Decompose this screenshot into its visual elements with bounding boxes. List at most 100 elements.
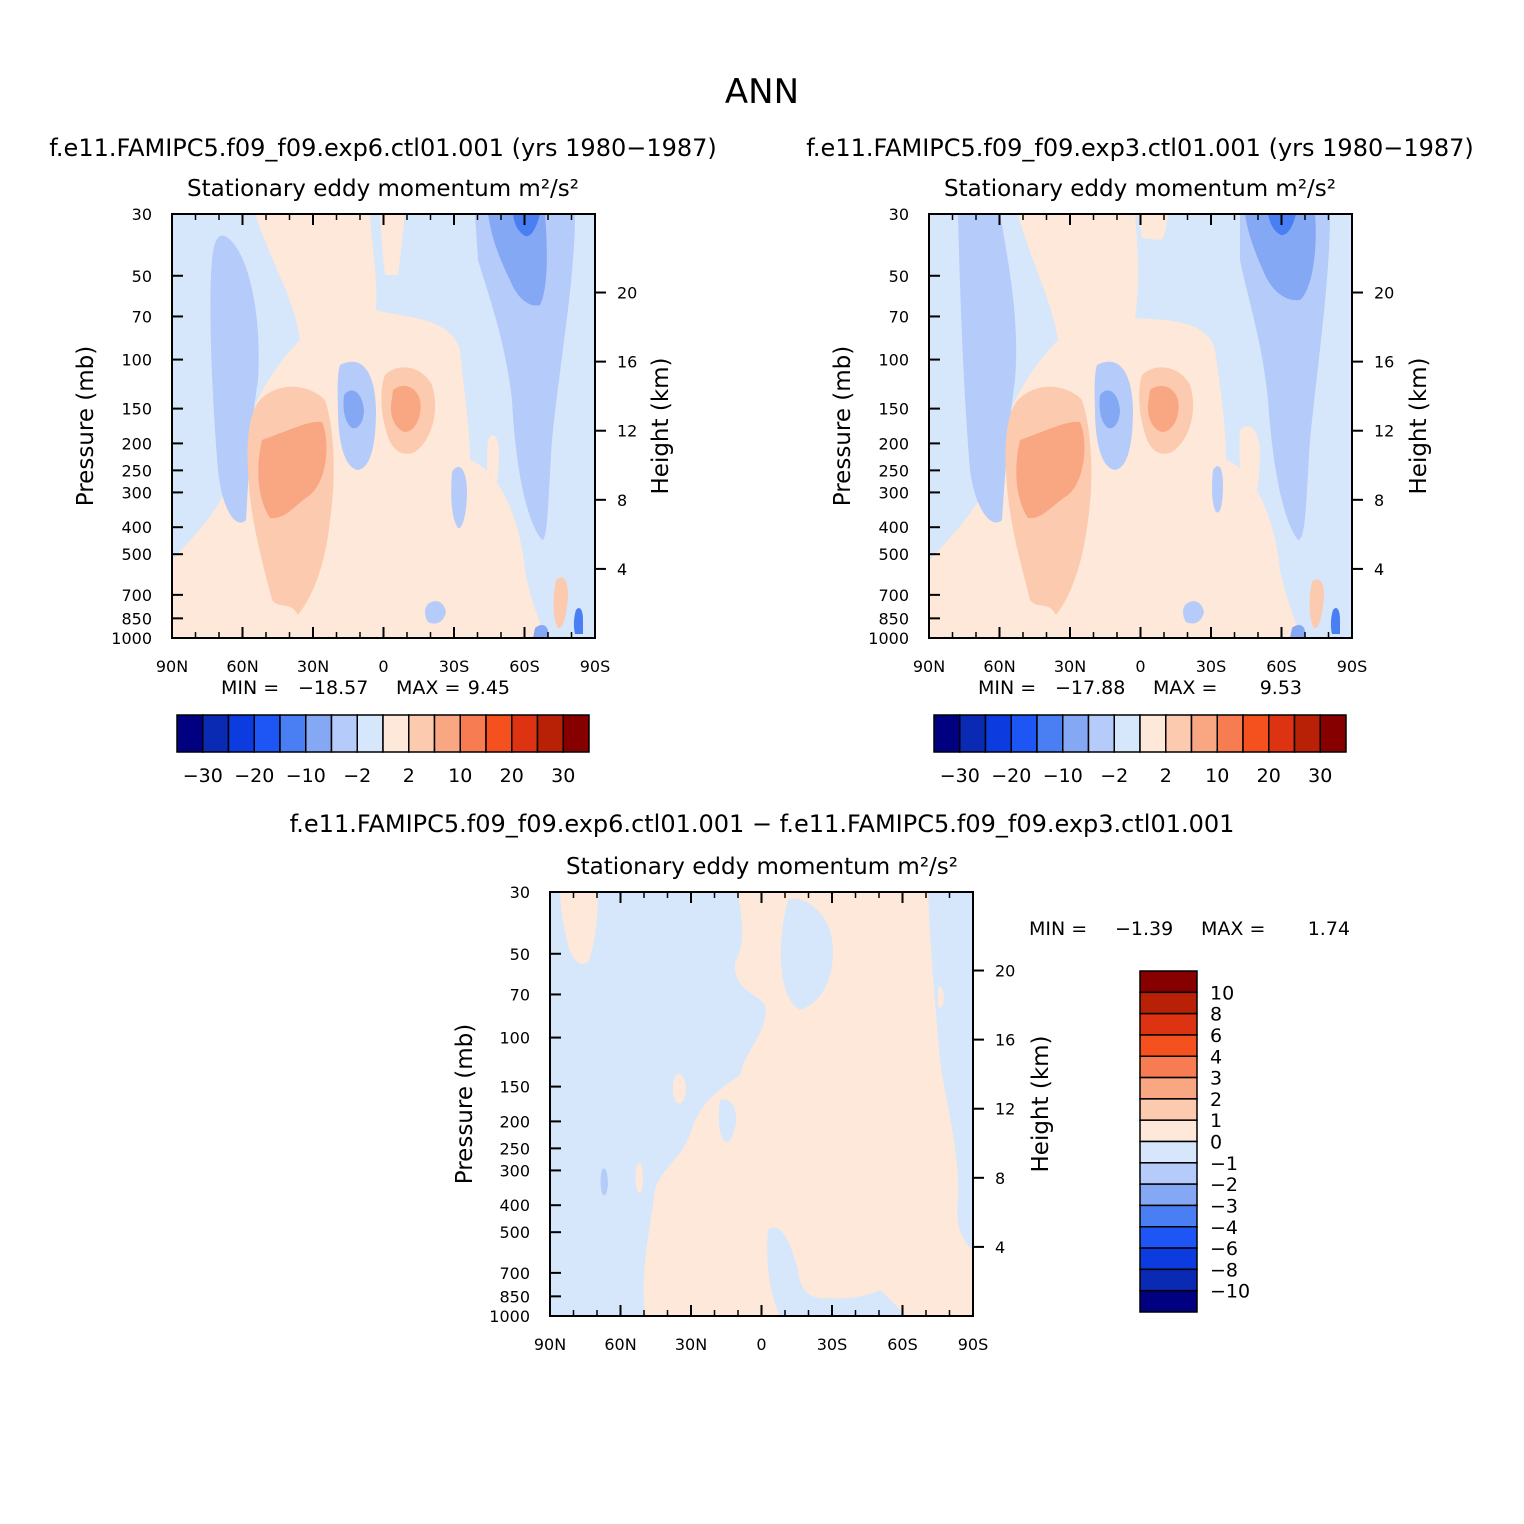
contour-region — [210, 235, 259, 523]
colorbar-box — [433, 714, 461, 753]
panel-1-min-value: −18.57 — [298, 677, 368, 699]
colorbar-box — [382, 714, 410, 753]
colorbar-box — [959, 714, 987, 753]
panel-1-ylabel: Pressure (mb) — [73, 346, 99, 506]
colorbar-box — [1319, 714, 1347, 753]
contour-region — [1147, 385, 1179, 432]
y-tick-label: 500 — [499, 1223, 530, 1242]
panel-2-contour-field — [929, 214, 1352, 638]
x-tick-label: 0 — [378, 657, 388, 676]
x-tick-label: 60N — [604, 1335, 636, 1354]
y-tick-label: 200 — [499, 1112, 530, 1131]
panel-2-subtitle: Stationary eddy momentum m²/s² — [944, 176, 1336, 202]
panel-2-colorbar: −30 −20 −10 −2 2 10 20 30 — [933, 714, 1347, 787]
contour-region — [1183, 601, 1204, 624]
colorbar-label: −30 — [183, 765, 223, 787]
y-tick-label: 400 — [499, 1196, 530, 1215]
panel-1-contour-field — [172, 214, 595, 638]
colorbar-label: 3 — [1210, 1068, 1222, 1090]
contour-region — [380, 214, 405, 275]
panel-2-axes: 90N 60N 30N 0 30S 60S 90S 30 50 70 100 150 200 250 300… — [868, 205, 1394, 676]
colorbar-box — [1139, 1183, 1198, 1207]
contour-region — [573, 608, 583, 634]
x-tick-label: 90S — [958, 1335, 989, 1354]
y-tick-label: 150 — [878, 400, 909, 419]
panel-3-max-label: MAX = — [1201, 918, 1265, 940]
colorbar-label: 6 — [1210, 1025, 1222, 1047]
colorbar-box — [1268, 714, 1296, 753]
panel-3-max-value: 1.74 — [1308, 918, 1350, 940]
colorbar-box — [1139, 1226, 1198, 1249]
y-tick-label: 30 — [889, 205, 909, 224]
colorbar-label: −8 — [1210, 1259, 1238, 1281]
x-tick-label: 90N — [156, 657, 188, 676]
y-tick-label: 30 — [510, 883, 530, 902]
y-tick-label: 100 — [121, 351, 152, 370]
x-tick-label: 60S — [1266, 657, 1297, 676]
colorbar-box — [408, 714, 436, 753]
y-tick-label: 1000 — [868, 629, 909, 648]
contour-region — [553, 577, 568, 629]
contour-region — [1330, 608, 1340, 634]
colorbar-label: 4 — [1210, 1046, 1222, 1068]
y-tick-label: 700 — [121, 586, 152, 605]
y-tick-label: 300 — [499, 1161, 530, 1180]
contour-region — [635, 1163, 643, 1193]
y2-tick-label: 4 — [995, 1238, 1005, 1257]
x-tick-label: 30S — [1196, 657, 1227, 676]
colorbar-label: 2 — [1210, 1089, 1222, 1111]
contour-region — [718, 1099, 737, 1143]
y-tick-label: 500 — [878, 545, 909, 564]
panel-1-max-value: 9.45 — [468, 677, 510, 699]
y2-tick-label: 12 — [1374, 422, 1394, 441]
y-tick-label: 70 — [132, 307, 152, 326]
contour-region — [1245, 214, 1316, 301]
contour-region — [1290, 625, 1305, 638]
y2-tick-label: 4 — [1374, 560, 1384, 579]
x-tick-label: 90N — [534, 1335, 566, 1354]
y-tick-label: 850 — [878, 609, 909, 628]
contour-region — [938, 987, 944, 1008]
contour-region — [1138, 214, 1168, 240]
contour-region — [780, 898, 833, 1010]
contour-region — [513, 214, 540, 237]
colorbar-label: −2 — [1100, 765, 1128, 787]
colorbar-label: −6 — [1210, 1238, 1238, 1260]
y-tick-label: 300 — [121, 483, 152, 502]
contour-region — [672, 1073, 686, 1104]
colorbar-box — [1139, 1012, 1198, 1036]
colorbar-label: −2 — [343, 765, 371, 787]
y-tick-label: 100 — [499, 1029, 530, 1048]
y-tick-label: 850 — [121, 609, 152, 628]
colorbar-box — [1139, 991, 1198, 1015]
panel-3-min-label: MIN = — [1029, 918, 1087, 940]
panel-2-max-label: MAX = — [1153, 677, 1217, 699]
colorbar-label: −2 — [1210, 1174, 1238, 1196]
colorbar-label: 20 — [500, 765, 524, 787]
colorbar-box — [1216, 714, 1244, 753]
y2-tick-label: 20 — [995, 962, 1015, 981]
colorbar-box — [330, 714, 358, 753]
x-tick-label: 0 — [1135, 657, 1145, 676]
colorbar-box — [279, 714, 307, 753]
y-tick-label: 700 — [499, 1264, 530, 1283]
colorbar-box — [1139, 1034, 1198, 1057]
panel-3-min-value: −1.39 — [1115, 918, 1173, 940]
contour-region — [643, 892, 973, 1316]
colorbar-box — [202, 714, 230, 753]
panel-1-subtitle: Stationary eddy momentum m²/s² — [187, 176, 579, 202]
x-tick-label: 60N — [983, 657, 1015, 676]
y-tick-label: 700 — [878, 586, 909, 605]
contour-region — [1212, 466, 1223, 513]
y-tick-label: 50 — [889, 267, 909, 286]
colorbar-label: 30 — [551, 765, 575, 787]
x-tick-label: 30N — [675, 1335, 707, 1354]
y2-tick-label: 4 — [617, 560, 627, 579]
colorbar-box — [485, 714, 513, 753]
panel-3-y2label: Height (km) — [1028, 1035, 1054, 1172]
contour-region — [488, 214, 547, 306]
panel-1-colorbar: −30 −20 −10 −2 2 10 20 30 — [176, 714, 590, 787]
y-tick-label: 150 — [121, 400, 152, 419]
y2-tick-label: 8 — [1374, 491, 1384, 510]
colorbar-box — [562, 714, 590, 753]
